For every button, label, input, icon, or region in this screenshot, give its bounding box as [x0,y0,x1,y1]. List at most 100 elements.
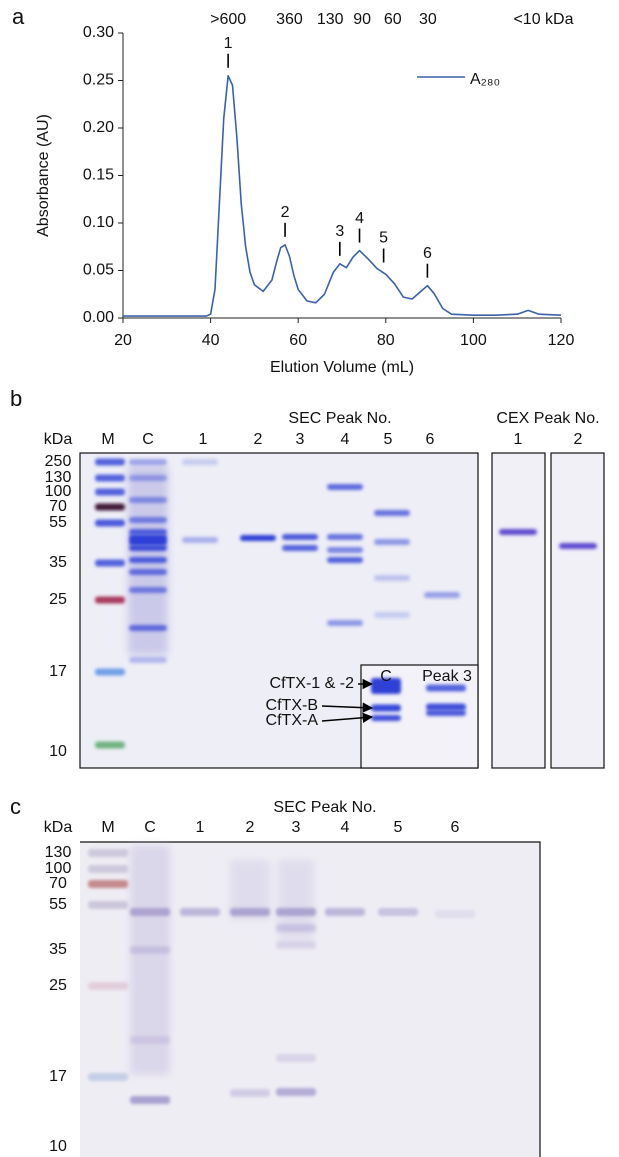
gel-band [230,908,270,916]
gel-band [182,459,218,465]
gel-band [129,587,167,593]
marker-size: 17 [49,663,67,680]
gel-band [371,704,401,712]
band-label: CfTX-B [266,697,318,714]
gel-band [276,941,316,949]
gel-band [130,908,170,916]
marker-size: 17 [49,1068,67,1085]
gel-band [371,715,401,721]
x-axis-title: Elution Volume (mL) [270,359,414,376]
gel-band [374,510,410,516]
marker-size: 55 [49,514,67,531]
peak-label: 6 [423,245,432,262]
data-line [123,74,562,317]
gel-band [499,529,537,535]
lane-label: 1 [514,431,523,448]
lane-label: 4 [341,819,350,836]
band-label: CfTX-1 & -2 [270,675,355,692]
lane-label: 6 [451,819,460,836]
group-label: CEX Peak No. [496,410,599,427]
lane-label: C [380,668,392,685]
marker-size: 130 [45,844,72,861]
peak-label: 5 [379,230,388,247]
gel-band [276,924,316,932]
peak-label: 2 [281,204,290,221]
gel-band [88,880,128,888]
gel-bands [95,458,597,749]
gel-band [378,908,418,916]
marker-size: 10 [49,743,67,760]
gel-band [95,503,125,511]
gel-band [129,534,167,546]
gel-band [435,910,475,918]
gel-band [424,592,460,598]
gel-band [282,545,318,551]
gel-band [129,569,167,575]
lane-label: 6 [426,431,435,448]
gel-band [95,668,125,676]
marker-size: 100 [45,483,72,500]
lane-label: 5 [394,819,403,836]
gel-band [327,484,363,490]
y-tick-label: 0.15 [83,167,114,184]
gel-band [95,474,125,482]
gel-band [129,459,167,465]
lane-label: 2 [254,431,263,448]
marker-size: 250 [45,453,72,470]
panel-label: a [12,4,25,29]
top-axis-label: 360 [276,11,303,28]
lane-label: 2 [246,819,255,836]
y-tick-label: 0.20 [83,119,114,136]
x-tick-label: 40 [202,332,220,349]
top-axis-label: <10 kDa [513,11,573,28]
gel-band [374,612,410,618]
gel-frame [80,841,541,1157]
y-tick-label: 0.25 [83,72,114,89]
size-unit: kDa [44,431,73,448]
gel-frame [550,452,605,769]
arrow [321,702,374,713]
gel-band [374,575,410,581]
x-tick-label: 60 [289,332,307,349]
top-axis-label: 60 [384,11,402,28]
gel-band [129,497,167,503]
lane-label: Peak 3 [422,668,472,685]
gel-bands [88,845,475,1104]
gel-band [327,557,363,563]
x-tick-label: 20 [114,332,132,349]
gel-band [129,517,167,523]
gel-band [129,475,167,481]
panel-label: c [10,794,21,819]
lane-label: 1 [199,431,208,448]
gel-band [130,845,170,1075]
lane-label: 3 [296,431,305,448]
marker-size: 35 [49,941,67,958]
gel-band [95,519,125,527]
peak-label: 3 [335,223,344,240]
band-label: CfTX-A [266,712,319,729]
gel-band [130,1036,170,1044]
gel-band [426,710,466,716]
gel-band [129,557,167,563]
gel-bands [371,678,466,721]
top-axis-label: >600 [210,11,246,28]
marker-size: 35 [49,554,67,571]
gel-band [88,849,128,857]
peak-label: 4 [355,210,364,227]
gel-band [278,860,314,940]
gel-band [88,982,128,990]
gel-band [129,545,167,551]
lane-label: C [142,431,154,448]
size-unit: kDa [44,819,73,836]
gel-band [282,534,318,540]
group-label: SEC Peak No. [273,799,376,816]
gel-band [95,488,125,496]
y-tick-label: 0.05 [83,262,114,279]
gel-band [325,908,365,916]
gel-band [240,535,276,541]
gel-band [130,946,170,954]
gel-band [129,657,167,663]
group-label: SEC Peak No. [288,410,391,427]
y-axis-title: Absorbance (AU) [35,114,52,237]
lane-label: 4 [341,431,350,448]
